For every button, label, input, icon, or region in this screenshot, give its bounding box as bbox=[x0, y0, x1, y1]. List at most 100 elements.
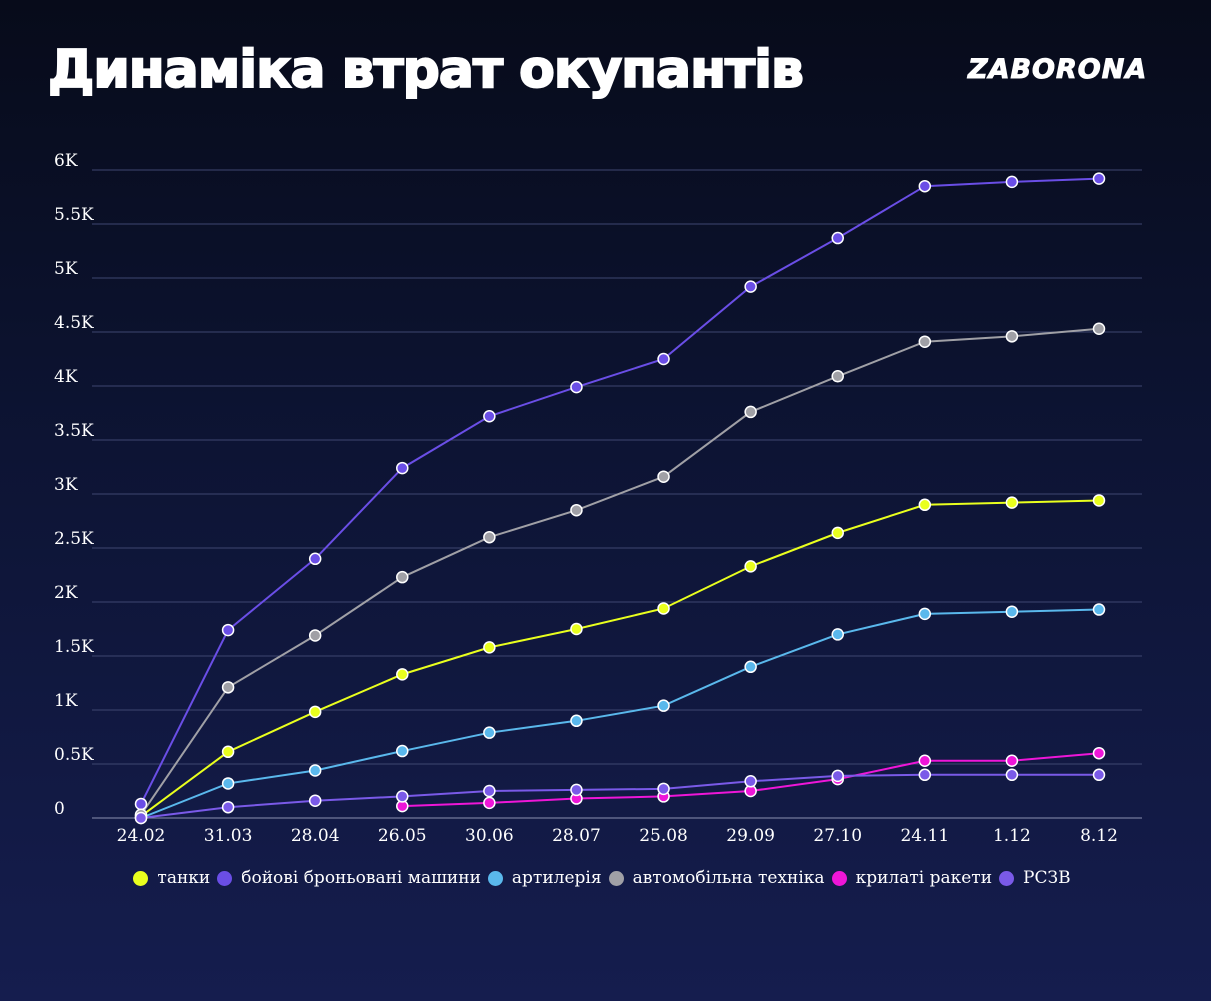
legend-label: танки bbox=[157, 868, 211, 888]
series-lines bbox=[140, 177, 1100, 819]
legend-item: танки bbox=[133, 868, 210, 888]
data-point bbox=[744, 660, 757, 674]
data-point bbox=[483, 641, 496, 654]
data-point bbox=[396, 790, 409, 803]
x-tick-label: 31.03 bbox=[204, 826, 253, 846]
data-point bbox=[657, 470, 670, 483]
series-line-0 bbox=[140, 499, 1100, 817]
data-point bbox=[744, 280, 757, 293]
data-point bbox=[1092, 494, 1106, 507]
data-point bbox=[221, 681, 235, 694]
x-tick-label: 29.09 bbox=[726, 826, 775, 846]
series-points bbox=[134, 172, 1106, 825]
data-point bbox=[1092, 322, 1106, 336]
data-point bbox=[396, 744, 409, 758]
data-point bbox=[1092, 172, 1106, 185]
data-point bbox=[483, 784, 496, 798]
x-tick-label: 28.04 bbox=[291, 826, 340, 846]
data-point bbox=[134, 797, 148, 811]
y-tick-label: 5K bbox=[54, 259, 78, 279]
legend-dot bbox=[999, 870, 1015, 886]
data-point bbox=[918, 335, 932, 348]
data-point bbox=[221, 745, 235, 759]
x-tick-label: 28.07 bbox=[552, 826, 601, 846]
y-tick-label: 2K bbox=[54, 583, 78, 603]
y-tick-label: 0.5K bbox=[54, 745, 94, 765]
y-tick-label: 2.5K bbox=[54, 529, 94, 549]
data-point bbox=[744, 775, 757, 788]
data-point bbox=[308, 552, 322, 566]
x-tick-label: 24.11 bbox=[900, 826, 949, 846]
data-point bbox=[657, 352, 670, 366]
y-tick-label: 6K bbox=[54, 151, 78, 171]
data-point bbox=[1092, 746, 1106, 760]
legend-dot bbox=[831, 870, 847, 886]
data-point bbox=[831, 370, 844, 383]
data-point bbox=[308, 764, 322, 777]
series-line-3 bbox=[140, 327, 1100, 816]
data-point bbox=[483, 796, 496, 810]
data-point bbox=[570, 622, 583, 636]
data-point bbox=[483, 409, 496, 423]
legend-item: бойові броньовані машини bbox=[217, 868, 481, 888]
data-point bbox=[396, 668, 409, 681]
data-point bbox=[918, 754, 932, 768]
brand-logo: ZABORONA bbox=[967, 54, 1148, 86]
legend-dot bbox=[487, 870, 503, 886]
data-point bbox=[1005, 768, 1019, 782]
data-point bbox=[1005, 605, 1019, 618]
chart-title: Динаміка втрат окупантів bbox=[47, 39, 805, 101]
x-tick-label: 8.12 bbox=[1080, 826, 1118, 846]
legend-item: крилаті ракети bbox=[831, 868, 993, 888]
x-axis-labels: 24.02 31.03 28.04 26.05 30.06 28.07 25.08 29.09… bbox=[117, 826, 1118, 846]
data-point bbox=[744, 405, 757, 419]
data-point bbox=[1092, 768, 1106, 782]
data-point bbox=[221, 777, 235, 790]
y-axis-labels: 0 0.5K 1K 1.5K 2K 2.5K 3K 3.5K 4K 4.5K 5K 5.5K 6K bbox=[54, 151, 94, 819]
series-line-1 bbox=[140, 177, 1100, 805]
data-point bbox=[744, 560, 757, 573]
y-tick-label: 3K bbox=[54, 475, 78, 495]
data-point bbox=[570, 714, 583, 728]
data-point bbox=[308, 629, 322, 642]
data-point bbox=[1005, 496, 1019, 509]
legend-dot bbox=[133, 870, 149, 886]
data-point bbox=[396, 570, 409, 584]
legend-label: РСЗВ bbox=[1023, 868, 1071, 888]
data-point bbox=[657, 782, 670, 796]
data-point bbox=[483, 726, 496, 739]
y-tick-label: 4K bbox=[54, 367, 78, 387]
legend-dot bbox=[217, 870, 233, 886]
legend-item: артилерія bbox=[487, 868, 602, 888]
data-point bbox=[831, 628, 844, 641]
data-point bbox=[483, 530, 496, 544]
data-point bbox=[831, 231, 844, 245]
x-tick-label: 25.08 bbox=[639, 826, 688, 846]
data-point bbox=[396, 461, 409, 475]
data-point bbox=[1005, 754, 1019, 768]
y-tick-label: 1K bbox=[54, 691, 78, 711]
data-point bbox=[570, 783, 583, 797]
legend-item: РСЗВ bbox=[999, 868, 1071, 888]
data-point bbox=[918, 179, 932, 193]
data-point bbox=[1092, 603, 1106, 616]
y-tick-label: 4.5K bbox=[54, 313, 94, 333]
data-point bbox=[1005, 175, 1019, 189]
data-point bbox=[657, 602, 670, 615]
x-tick-label: 30.06 bbox=[465, 826, 514, 846]
data-point bbox=[570, 380, 583, 394]
y-tick-label: 3.5K bbox=[54, 421, 94, 441]
data-point bbox=[221, 800, 235, 814]
legend-label: артилерія bbox=[511, 868, 602, 888]
y-tick-label: 5.5K bbox=[54, 205, 94, 225]
x-tick-label: 27.10 bbox=[813, 826, 862, 846]
x-tick-label: 26.05 bbox=[378, 826, 427, 846]
legend-label: крилаті ракети bbox=[855, 868, 993, 888]
data-point bbox=[308, 794, 322, 807]
data-point bbox=[918, 607, 932, 621]
legend-dot bbox=[608, 870, 624, 886]
data-point bbox=[1005, 330, 1019, 343]
legend-label: бойові броньовані машини bbox=[241, 868, 481, 888]
data-point bbox=[918, 768, 932, 782]
data-point bbox=[134, 811, 148, 825]
